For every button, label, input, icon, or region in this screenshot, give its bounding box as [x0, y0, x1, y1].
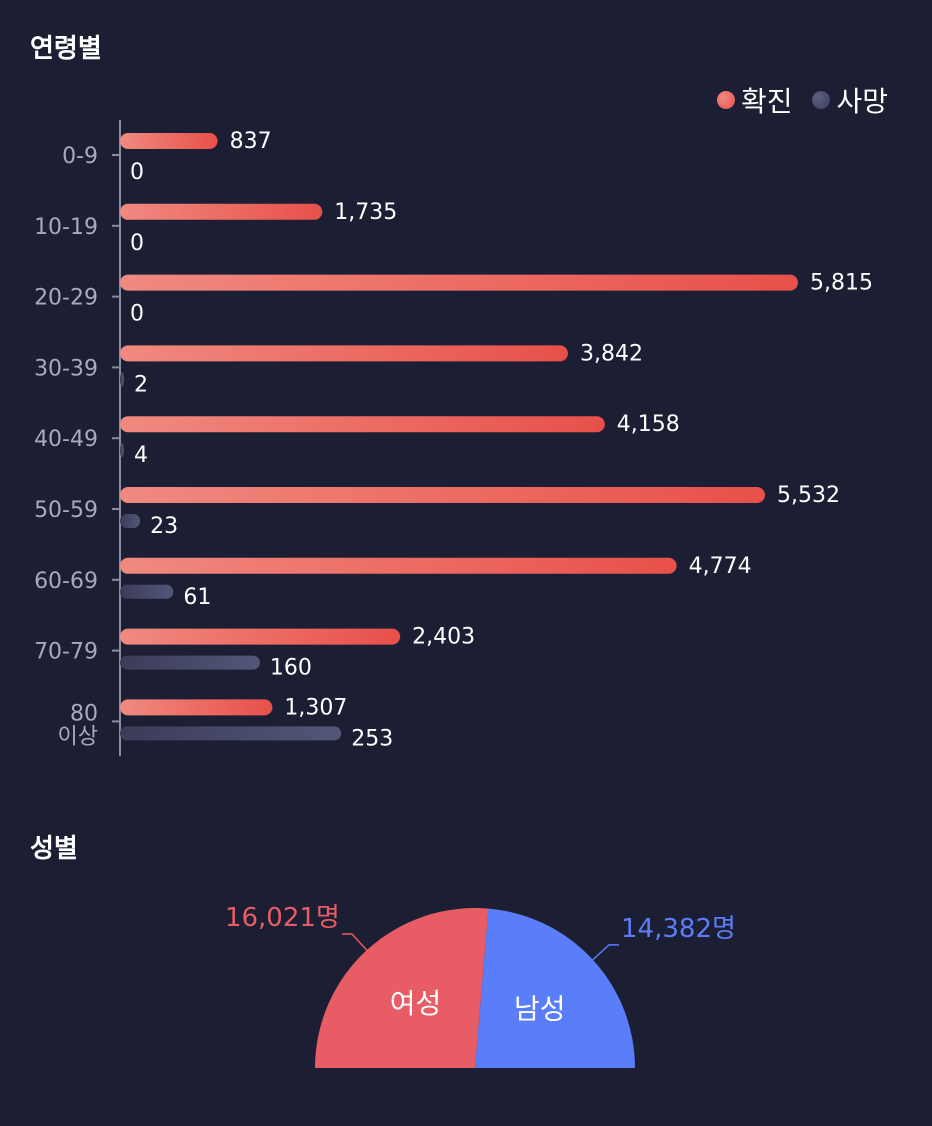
bar-deaths[interactable] [120, 655, 260, 670]
bar-confirmed-label: 1,735 [334, 200, 397, 225]
y-tick-label: 10-19 [34, 215, 98, 240]
bar-confirmed-label: 4,158 [617, 412, 680, 437]
bar-deaths-label: 23 [150, 514, 178, 539]
bar-confirmed[interactable] [120, 699, 273, 716]
slice-label: 여성 [390, 987, 442, 1020]
bar-deaths-label: 0 [130, 160, 144, 185]
age-chart-legend[interactable]: 확진 사망 [716, 80, 888, 120]
y-tick-label: 50-59 [34, 498, 98, 523]
y-tick-label: 80 [70, 701, 98, 726]
bar-confirmed-label: 1,307 [284, 695, 347, 720]
legend-dot-confirmed [716, 91, 735, 109]
legend-label-deaths: 사망 [836, 85, 888, 118]
y-tick-label: 20-29 [34, 286, 98, 311]
slice-label: 남성 [514, 992, 566, 1025]
gender-chart-title: 성별 [30, 834, 78, 864]
bar-deaths[interactable] [120, 514, 141, 528]
bar-confirmed[interactable] [120, 345, 568, 362]
age-chart-title: 연령별 [30, 34, 102, 64]
y-tick-label: 70-79 [34, 640, 98, 665]
bar-confirmed-label: 5,532 [777, 483, 840, 508]
y-tick-label: 이상 [58, 724, 98, 749]
slice-value-label: 16,021명 [225, 903, 340, 933]
bar-deaths-label: 253 [351, 726, 393, 751]
bar-deaths-label: 160 [270, 656, 312, 681]
bar-confirmed-label: 2,403 [412, 625, 475, 650]
bar-confirmed-label: 3,842 [580, 341, 643, 366]
y-tick-label: 60-69 [34, 569, 98, 594]
bar-deaths[interactable] [120, 584, 174, 599]
bar-deaths[interactable] [120, 443, 124, 458]
y-tick-label: 40-49 [34, 427, 98, 452]
bar-confirmed[interactable] [120, 628, 401, 645]
leader-line [341, 933, 368, 951]
legend-item-confirmed[interactable]: 확진 [716, 80, 793, 120]
bar-deaths-label: 2 [134, 372, 148, 397]
bar-confirmed-label: 837 [230, 129, 272, 154]
bar-confirmed-label: 5,815 [810, 271, 873, 296]
bar-deaths-label: 61 [183, 585, 211, 610]
legend-dot-deaths [812, 91, 831, 109]
bar-confirmed[interactable] [120, 203, 323, 220]
slice-male[interactable] [475, 908, 635, 1068]
bar-deaths[interactable] [120, 726, 342, 741]
bar-deaths-label: 0 [130, 302, 144, 327]
bar-confirmed[interactable] [120, 557, 677, 574]
bar-confirmed[interactable] [120, 487, 766, 503]
bar-confirmed-label: 4,774 [689, 554, 752, 579]
bar-confirmed[interactable] [120, 133, 218, 149]
bar-confirmed[interactable] [120, 274, 798, 291]
y-tick-label: 0-9 [62, 144, 98, 169]
legend-label-confirmed: 확진 [740, 85, 793, 118]
bar-deaths-label: 4 [134, 443, 148, 468]
slice-female[interactable] [315, 908, 489, 1068]
slice-value-label: 14,382명 [621, 914, 736, 944]
leader-line [592, 944, 620, 961]
bar-confirmed[interactable] [120, 416, 605, 433]
age-bar-chart: 0-9 837 0 10-19 1,735 0 20-29 5,815 0 30-39 3,842 2… [34, 120, 873, 756]
y-tick-label: 30-39 [34, 356, 98, 381]
legend-item-deaths[interactable]: 사망 [812, 80, 888, 120]
bar-deaths-label: 0 [130, 231, 144, 256]
bar-deaths[interactable] [120, 372, 124, 387]
